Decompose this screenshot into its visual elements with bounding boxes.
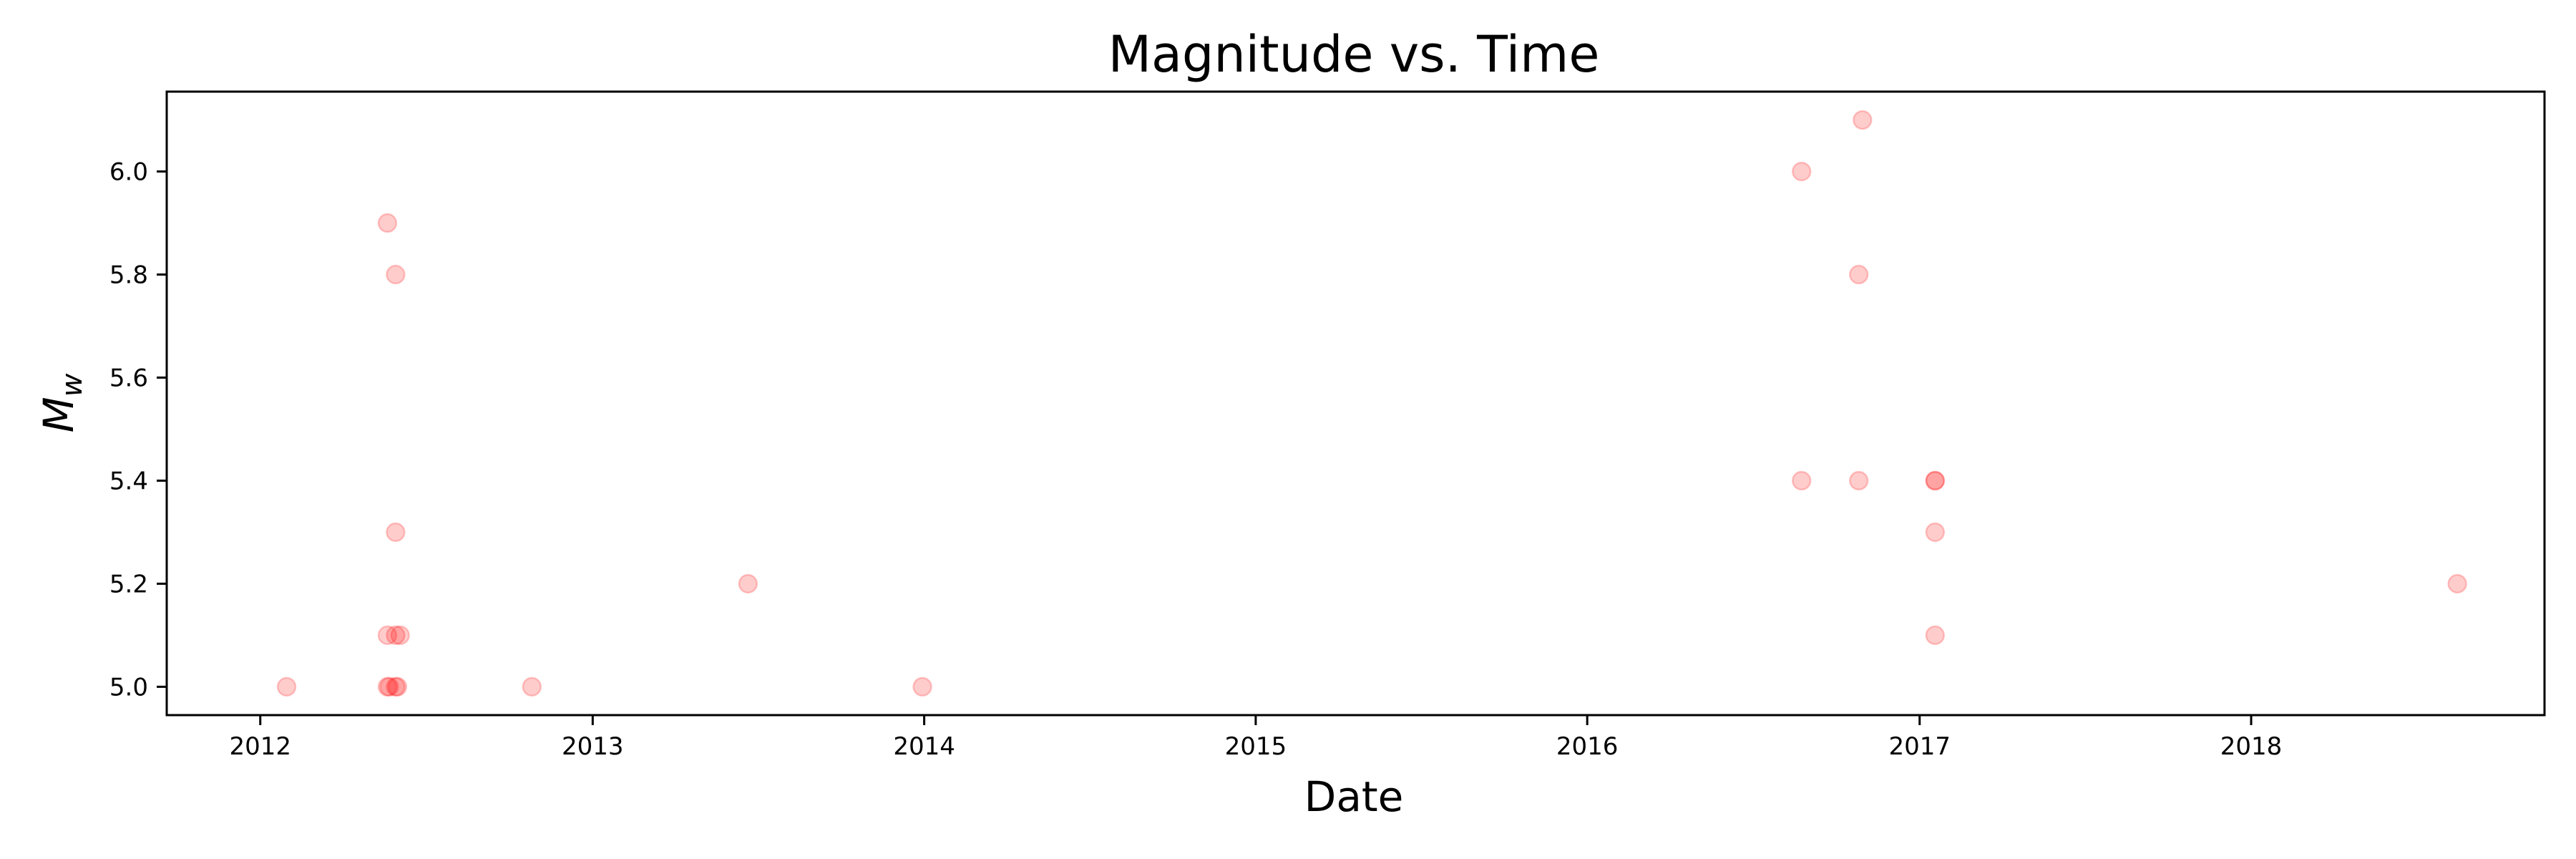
data-point [390,625,410,646]
data-point [2447,573,2467,594]
data-point [386,264,406,285]
data-point [377,625,398,646]
data-point [1925,470,1946,491]
data-points [276,110,2467,697]
y-tick-label: 5.4 [109,467,148,495]
x-tick-label: 2013 [562,732,624,761]
y-tick-label: 5.6 [109,364,148,393]
data-point [1848,264,1869,285]
data-point [1791,161,1812,182]
x-axis-title: Date [1304,772,1404,821]
y-tick-label: 6.0 [109,158,148,187]
chart-title: Magnitude vs. Time [1108,25,1600,84]
data-point [276,676,297,697]
plot-frame [165,90,2546,717]
data-point [386,676,406,697]
y-axis-ticks: 5.0 5.2 5.4 5.6 5.8 6.0 [109,158,167,702]
x-tick-label: 2014 [893,732,955,761]
y-tick-label: 5.2 [109,570,148,598]
y-tick-label: 5.0 [109,673,148,702]
data-point [1925,522,1946,543]
x-tick-label: 2015 [1225,732,1287,761]
data-point [1925,625,1946,646]
data-point [1848,470,1869,491]
data-point [522,676,542,697]
x-tick-label: 2016 [1556,732,1619,761]
data-point [386,522,406,543]
y-axis-title: Mw [34,373,89,432]
data-point [379,676,399,697]
data-point [377,676,398,697]
data-point [738,573,758,594]
y-axis-title-base: M [34,397,83,432]
x-tick-label: 2017 [1888,732,1951,761]
y-axis-title-subscript: w [56,373,89,397]
data-point [1925,470,1946,491]
x-axis-ticks: 2012 2013 2014 2015 2016 2017 2018 [229,715,2282,761]
data-point [912,676,932,697]
data-point [386,625,406,646]
data-point [377,213,398,233]
y-tick-label: 5.8 [109,261,148,290]
data-point [387,676,408,697]
x-tick-label: 2018 [2220,732,2283,761]
x-tick-label: 2012 [229,732,291,761]
data-point [1791,470,1812,491]
data-point [1853,110,1873,130]
